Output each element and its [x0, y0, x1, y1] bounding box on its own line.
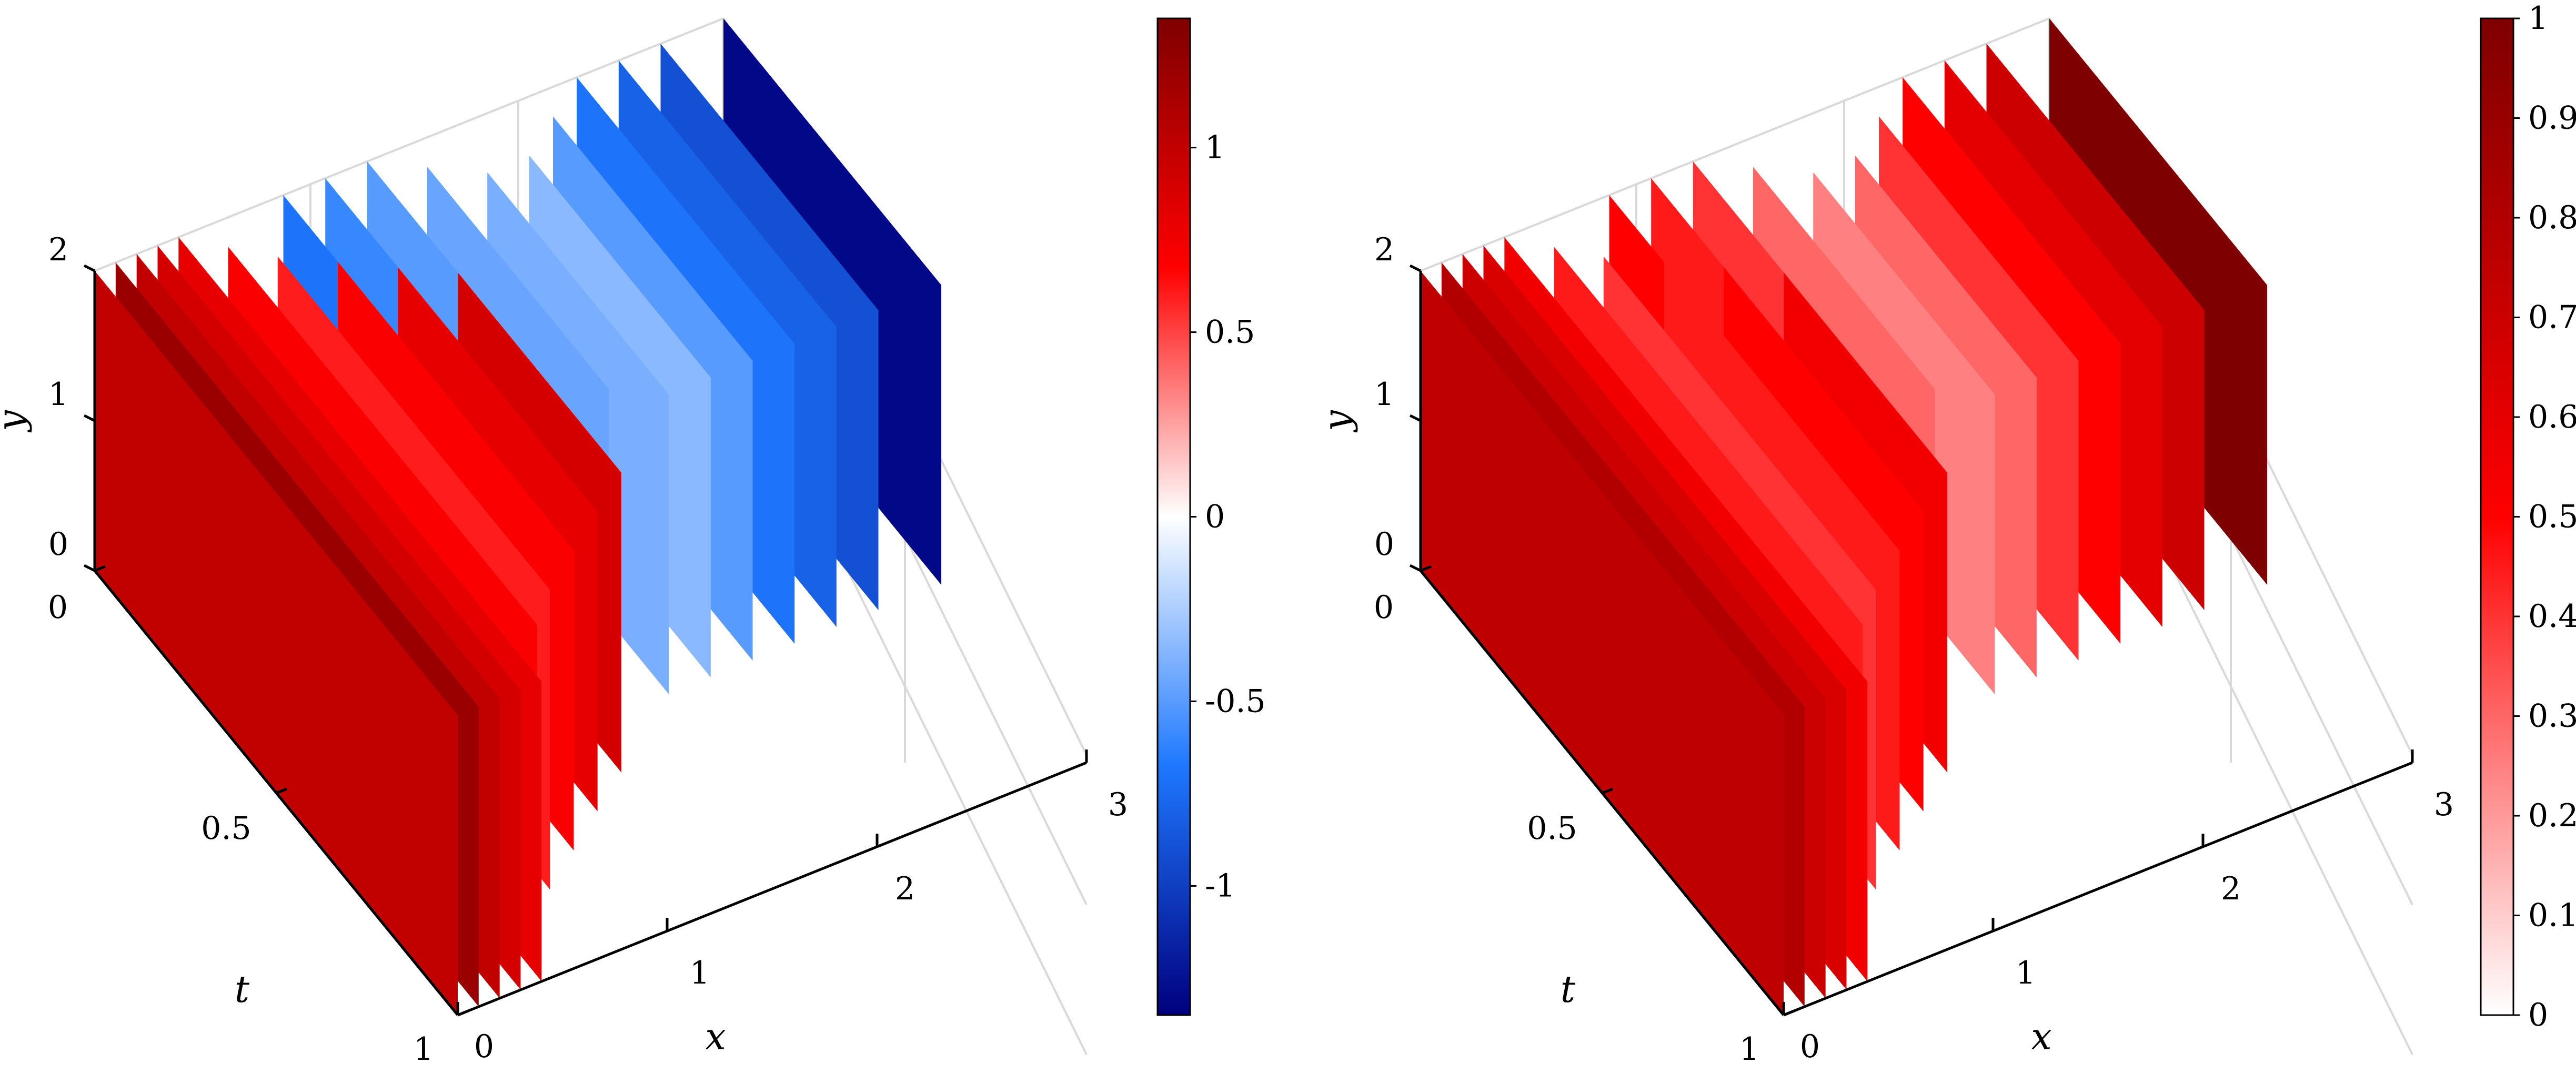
- left-x-tick-label: 0: [474, 1028, 494, 1065]
- slice-plane: [95, 271, 458, 1015]
- right-t-tick-label: 0: [1374, 589, 1394, 626]
- colorbar-tick-label: 1: [2528, 0, 2548, 37]
- right-y-tick-label: 0: [1374, 526, 1394, 563]
- right-x-axis-line: [1783, 761, 2413, 1017]
- left-y-tick: [83, 564, 96, 572]
- left-tick-labels: 2 1 0 0 0.5 1 0 1 2 3: [48, 231, 1128, 1068]
- right-y-axis-label: y: [1315, 410, 1359, 433]
- right-y-tick: [1409, 264, 1422, 272]
- right-t-tick-label: 0.5: [1527, 810, 1577, 847]
- left-x-tick-label: 1: [690, 955, 710, 991]
- right-x-axis-label: x: [2031, 1015, 2051, 1058]
- colorbar-tick-label: 0.4: [2528, 598, 2576, 635]
- left-axes: [83, 264, 1088, 1017]
- right-t-tick: [1420, 565, 1432, 572]
- right-t-tick: [1602, 787, 1613, 795]
- left-t-axis-label: t: [235, 968, 250, 1011]
- colorbar-tick-label: 0.7: [2528, 299, 2576, 336]
- right-x-tick-label: 2: [2221, 870, 2241, 907]
- left-axis-labels: y t x: [0, 410, 726, 1058]
- colorbar-tick-label: 0.9: [2528, 100, 2576, 137]
- left-y-tick-label: 0: [48, 526, 68, 563]
- right-colorbar: 0 0.1 0.2 0.3 0.4 0.5 0.6 0.7 0.8 0.9 1: [2480, 0, 2576, 1034]
- left-chart: 2 1 0 0 0.5 1 0 1 2 3 y t x -1 -0.5 0 0.5 1: [0, 17, 1266, 1068]
- colorbar-tick-label: -0.5: [1205, 683, 1266, 720]
- right-t-tick-label: 1: [1739, 1031, 1759, 1068]
- colorbar-tick-label: 0.6: [2528, 399, 2576, 435]
- colorbar-tick-label: 0: [1205, 499, 1225, 535]
- right-axes: [1409, 264, 2414, 1017]
- left-t-tick-label: 0: [48, 589, 68, 626]
- right-y-tick-label: 2: [1374, 231, 1394, 268]
- colorbar-tick-label: 1: [1205, 129, 1225, 166]
- right-colorbar-bar: [2480, 17, 2514, 1016]
- colorbar-tick-label: 0.5: [1205, 314, 1255, 351]
- right-x-tick-label: 0: [1800, 1028, 1820, 1065]
- right-y-tick: [1409, 564, 1422, 572]
- left-t-tick: [94, 565, 106, 572]
- left-t-tick: [276, 787, 287, 795]
- left-y-tick-label: 1: [48, 376, 68, 413]
- right-y-tick-label: 1: [1374, 376, 1394, 413]
- left-x-tick-label: 2: [895, 870, 915, 907]
- colorbar-tick-label: -1: [1205, 867, 1235, 904]
- left-y-tick-label: 2: [48, 231, 68, 268]
- right-t-axis-label: t: [1561, 968, 1576, 1011]
- right-axis-labels: y t x: [1315, 410, 2052, 1058]
- left-colorbar: -1 -0.5 0 0.5 1: [1156, 17, 1266, 1016]
- colorbar-tick-label: 0: [2528, 997, 2548, 1034]
- left-x-axis-line: [457, 761, 1087, 1017]
- left-y-axis-label: y: [0, 410, 33, 433]
- colorbar-tick-label: 0.8: [2528, 199, 2576, 236]
- left-x-tick-label: 3: [1108, 786, 1128, 823]
- left-y-tick: [83, 264, 96, 272]
- left-y-tick: [83, 414, 96, 422]
- right-y-tick: [1409, 414, 1422, 422]
- right-slices: [1421, 18, 2267, 1015]
- left-t-tick: [457, 1009, 469, 1017]
- left-t-tick-label: 1: [414, 1031, 434, 1068]
- right-tick-labels: 2 1 0 0 0.5 1 0 1 2 3: [1374, 231, 2454, 1068]
- left-t-tick-label: 0.5: [201, 810, 251, 847]
- right-chart: 2 1 0 0 0.5 1 0 1 2 3 y t x 0 0.1 0.2 0.3 0.…: [1315, 0, 2576, 1068]
- right-colorbar-ticks: 0 0.1 0.2 0.3 0.4 0.5 0.6 0.7 0.8 0.9 1: [2513, 0, 2576, 1034]
- colorbar-tick-label: 0.3: [2528, 698, 2576, 735]
- left-colorbar-ticks: -1 -0.5 0 0.5 1: [1190, 129, 1266, 904]
- left-colorbar-bar: [1156, 17, 1191, 1016]
- colorbar-tick-label: 0.2: [2528, 797, 2576, 834]
- right-t-tick: [1783, 1009, 1795, 1017]
- right-x-tick-label: 1: [2016, 955, 2036, 991]
- colorbar-tick-label: 0.5: [2528, 499, 2576, 535]
- left-x-axis-label: x: [705, 1015, 726, 1058]
- slice-plane: [1421, 271, 1784, 1015]
- colorbar-tick-label: 0.1: [2528, 897, 2576, 934]
- left-slices: [95, 18, 941, 1015]
- right-x-tick-label: 3: [2434, 786, 2454, 823]
